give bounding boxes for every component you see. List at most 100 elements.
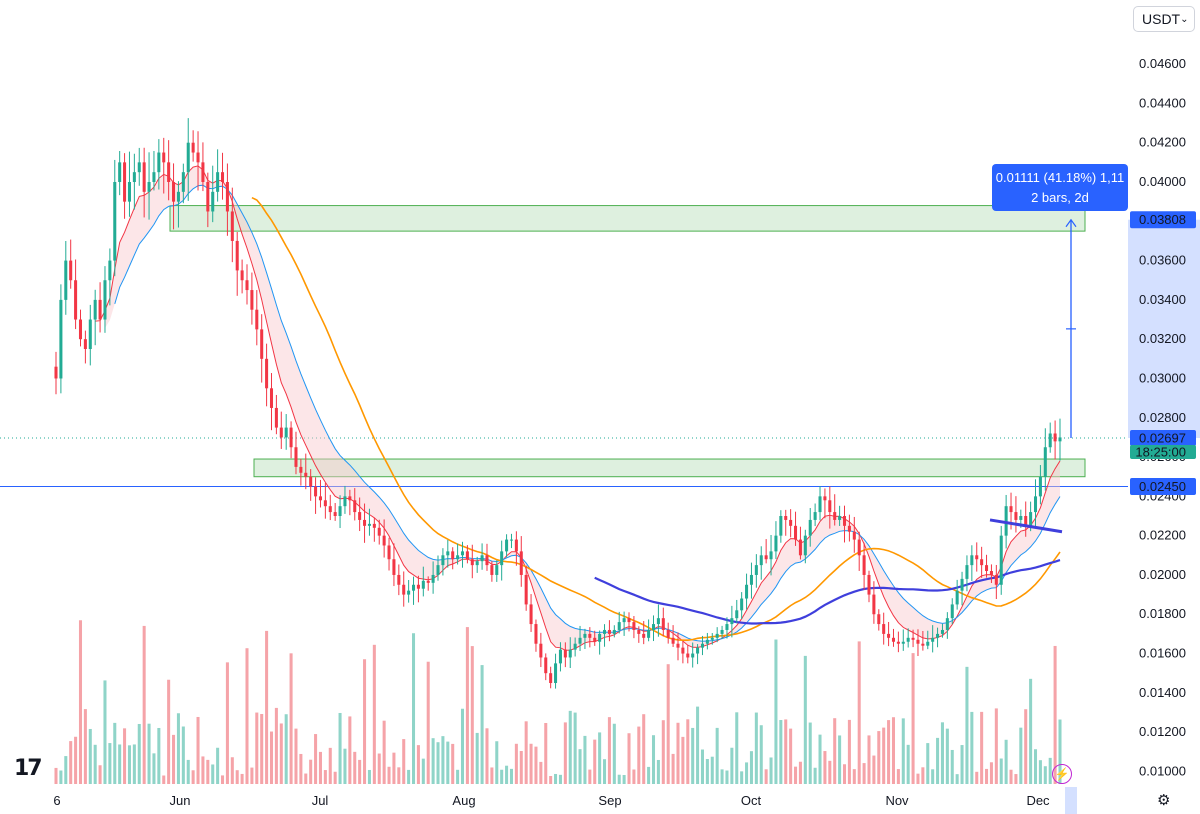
volume-bar [54,767,58,784]
currency-select[interactable]: USDT ⌄ [1133,6,1195,32]
candle-body [196,152,200,163]
volume-bar [137,723,141,784]
volume-bar [176,713,180,784]
drawings[interactable] [989,218,1077,534]
volume-bar [260,713,264,784]
volume-bar [69,741,73,784]
candle-body [206,182,210,212]
last-price-label-bg [1130,430,1196,447]
volume-bar [1033,749,1038,784]
price-tick-label: 0.03400 [1139,292,1186,307]
candle-body [994,574,998,585]
volume-bar [358,759,362,784]
candle-body [431,574,435,583]
volume-bar [794,766,798,784]
candle-body [568,649,572,658]
candle-body [823,496,827,501]
volume-bar [573,712,577,784]
price-tick-label: 0.04000 [1139,174,1186,189]
candle-body [123,162,127,202]
candle-body [671,637,675,644]
candle-body [681,647,685,654]
time-tick-label: Nov [885,793,909,808]
candle-body [1033,496,1038,513]
volume-bar [686,719,690,784]
time-tick-label: Aug [452,793,475,808]
tradingview-logo-icon[interactable]: 17 [14,756,43,781]
volume-bar [916,773,920,784]
time-axis[interactable]: 6 Jun Jul Aug Sep Oct Nov Dec [53,787,1077,814]
volume-bar [955,774,959,784]
lightning-icon[interactable]: ⚡ [1052,764,1072,784]
candle-body [505,539,509,552]
candle-body [304,472,308,477]
candle-body [833,512,837,520]
price-zone [253,458,1086,478]
candle-body [764,555,768,560]
volume-bar [813,767,817,784]
candle-body [754,565,758,575]
volume-bar [78,620,83,784]
volume-bar [554,773,558,784]
candle-body [524,574,528,605]
volume-bar [622,775,626,784]
candle-body [573,643,577,650]
volume-bar [823,751,827,784]
candle-body [294,447,298,467]
candle-body [54,366,58,379]
candle-body [549,673,553,684]
volume-bar [460,708,465,784]
price-axis[interactable]: 0.046000.044000.042000.040000.038000.036… [1128,0,1200,814]
candle-body [98,299,102,320]
candle-body [828,500,832,513]
volume-bar [887,720,891,784]
candle-body [945,618,949,630]
candle-body [240,270,244,281]
candle-body [333,512,337,517]
volume-bar [167,679,171,784]
candle-body [867,574,871,595]
volume-bar [1014,774,1018,784]
volume-bar [774,639,778,784]
candle-body [715,633,719,638]
volume-bar [544,723,548,784]
volume-bar [426,661,430,784]
candle-body [387,545,391,560]
candle-body [147,182,151,192]
volume-bar [842,764,847,784]
candle-body [842,516,847,526]
gear-icon[interactable]: ⚙ [1157,792,1171,809]
volume-bar [676,722,680,784]
candle-body [965,565,969,579]
candle-body [255,309,259,330]
volume-bar [230,757,234,784]
volume-bar [363,659,367,784]
volume-bar [769,757,773,784]
price-axis-bg [1128,0,1200,814]
volume-bar [725,770,729,784]
volume-bar [108,743,112,784]
target-price-label: 0.03808 [1139,212,1186,227]
candle-body [191,142,195,153]
volume-bar [656,759,660,784]
candle-body [64,260,68,300]
candle-body [127,182,131,202]
candle-body [108,260,112,281]
ema-slow-line [114,184,1061,642]
candle-body [1058,437,1062,442]
volume-bar [989,762,993,784]
ma-blue-line [594,559,1061,625]
candle-body [622,618,626,623]
volume-bar [456,769,460,784]
ma-orange-line [251,196,1061,641]
candle-body [157,152,161,173]
volume-bar [735,712,739,784]
volume-bar [436,742,440,784]
candle-body [495,565,499,575]
candle-body [152,172,156,183]
volume-bar [181,726,185,784]
volume-bar [612,723,616,784]
volume-bar [529,743,533,784]
level-price-label: 0.02450 [1139,479,1186,494]
